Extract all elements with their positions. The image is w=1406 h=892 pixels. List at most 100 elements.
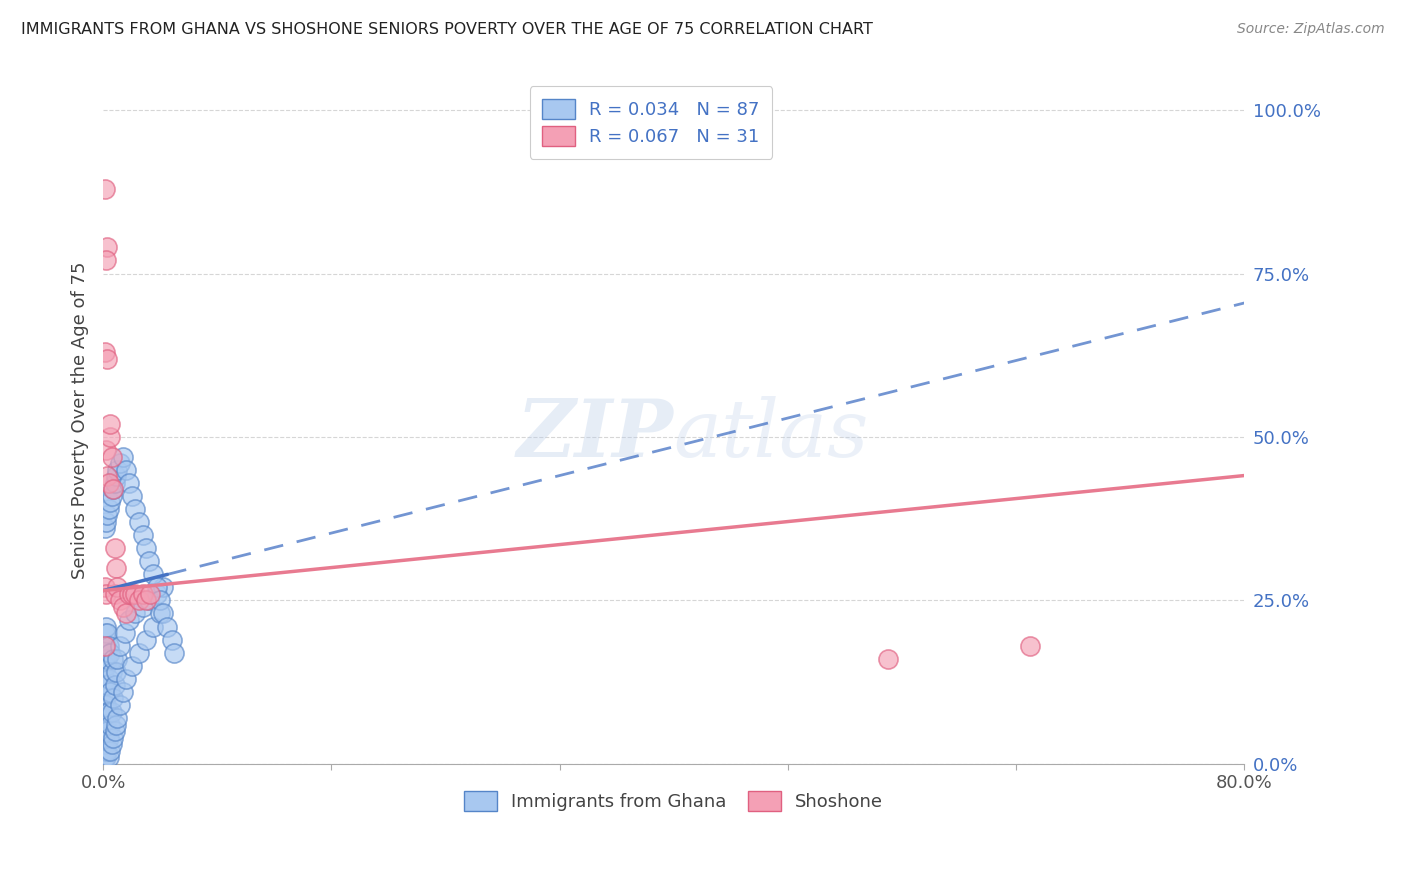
Point — [98, 744, 121, 758]
Point — [98, 685, 121, 699]
Point — [97, 501, 120, 516]
Text: atlas: atlas — [673, 396, 869, 473]
Point — [156, 619, 179, 633]
Point — [135, 632, 157, 647]
Point — [103, 475, 125, 490]
Point — [118, 587, 141, 601]
Point — [98, 646, 121, 660]
Point — [93, 181, 115, 195]
Point — [105, 580, 128, 594]
Point — [94, 253, 117, 268]
Point — [93, 711, 115, 725]
Point — [97, 475, 120, 490]
Point — [115, 463, 138, 477]
Point — [105, 463, 128, 477]
Point — [103, 678, 125, 692]
Point — [112, 599, 135, 614]
Point — [104, 665, 127, 680]
Point — [94, 639, 117, 653]
Point — [96, 469, 118, 483]
Point — [132, 599, 155, 614]
Point — [124, 607, 146, 621]
Point — [96, 744, 118, 758]
Point — [101, 652, 124, 666]
Text: Source: ZipAtlas.com: Source: ZipAtlas.com — [1237, 22, 1385, 37]
Point — [121, 489, 143, 503]
Point — [100, 665, 122, 680]
Point — [94, 698, 117, 712]
Point — [138, 554, 160, 568]
Point — [93, 521, 115, 535]
Point — [118, 613, 141, 627]
Point — [101, 483, 124, 497]
Point — [138, 593, 160, 607]
Point — [128, 515, 150, 529]
Point — [876, 652, 898, 666]
Point — [98, 717, 121, 731]
Point — [93, 744, 115, 758]
Point — [152, 607, 174, 621]
Point — [94, 658, 117, 673]
Point — [146, 580, 169, 594]
Point — [103, 587, 125, 601]
Point — [110, 456, 132, 470]
Point — [96, 652, 118, 666]
Point — [149, 593, 172, 607]
Point — [139, 587, 162, 601]
Point — [94, 443, 117, 458]
Point — [97, 639, 120, 653]
Point — [163, 646, 186, 660]
Point — [98, 430, 121, 444]
Point — [93, 652, 115, 666]
Text: ZIP: ZIP — [517, 396, 673, 473]
Y-axis label: Seniors Poverty Over the Age of 75: Seniors Poverty Over the Age of 75 — [72, 262, 89, 580]
Point — [142, 619, 165, 633]
Point — [93, 672, 115, 686]
Point — [94, 515, 117, 529]
Point — [98, 495, 121, 509]
Point — [93, 639, 115, 653]
Point — [110, 639, 132, 653]
Point — [93, 345, 115, 359]
Point — [98, 417, 121, 431]
Point — [114, 626, 136, 640]
Point — [94, 737, 117, 751]
Point — [105, 711, 128, 725]
Point — [93, 691, 115, 706]
Point — [97, 750, 120, 764]
Point — [115, 672, 138, 686]
Point — [104, 560, 127, 574]
Point — [132, 528, 155, 542]
Point — [112, 450, 135, 464]
Point — [124, 587, 146, 601]
Point — [94, 587, 117, 601]
Point — [100, 705, 122, 719]
Point — [94, 750, 117, 764]
Point — [100, 450, 122, 464]
Point — [93, 639, 115, 653]
Point — [142, 567, 165, 582]
Point — [1019, 639, 1042, 653]
Point — [93, 580, 115, 594]
Point — [96, 351, 118, 366]
Point — [101, 691, 124, 706]
Point — [110, 593, 132, 607]
Point — [146, 587, 169, 601]
Point — [96, 705, 118, 719]
Point — [121, 658, 143, 673]
Legend: Immigrants from Ghana, Shoshone: Immigrants from Ghana, Shoshone — [451, 778, 896, 823]
Point — [94, 717, 117, 731]
Point — [105, 652, 128, 666]
Point — [94, 678, 117, 692]
Point — [96, 240, 118, 254]
Point — [132, 587, 155, 601]
Point — [121, 587, 143, 601]
Point — [96, 508, 118, 523]
Point — [115, 607, 138, 621]
Point — [97, 705, 120, 719]
Point — [96, 626, 118, 640]
Point — [103, 541, 125, 555]
Point — [93, 750, 115, 764]
Point — [128, 646, 150, 660]
Point — [93, 626, 115, 640]
